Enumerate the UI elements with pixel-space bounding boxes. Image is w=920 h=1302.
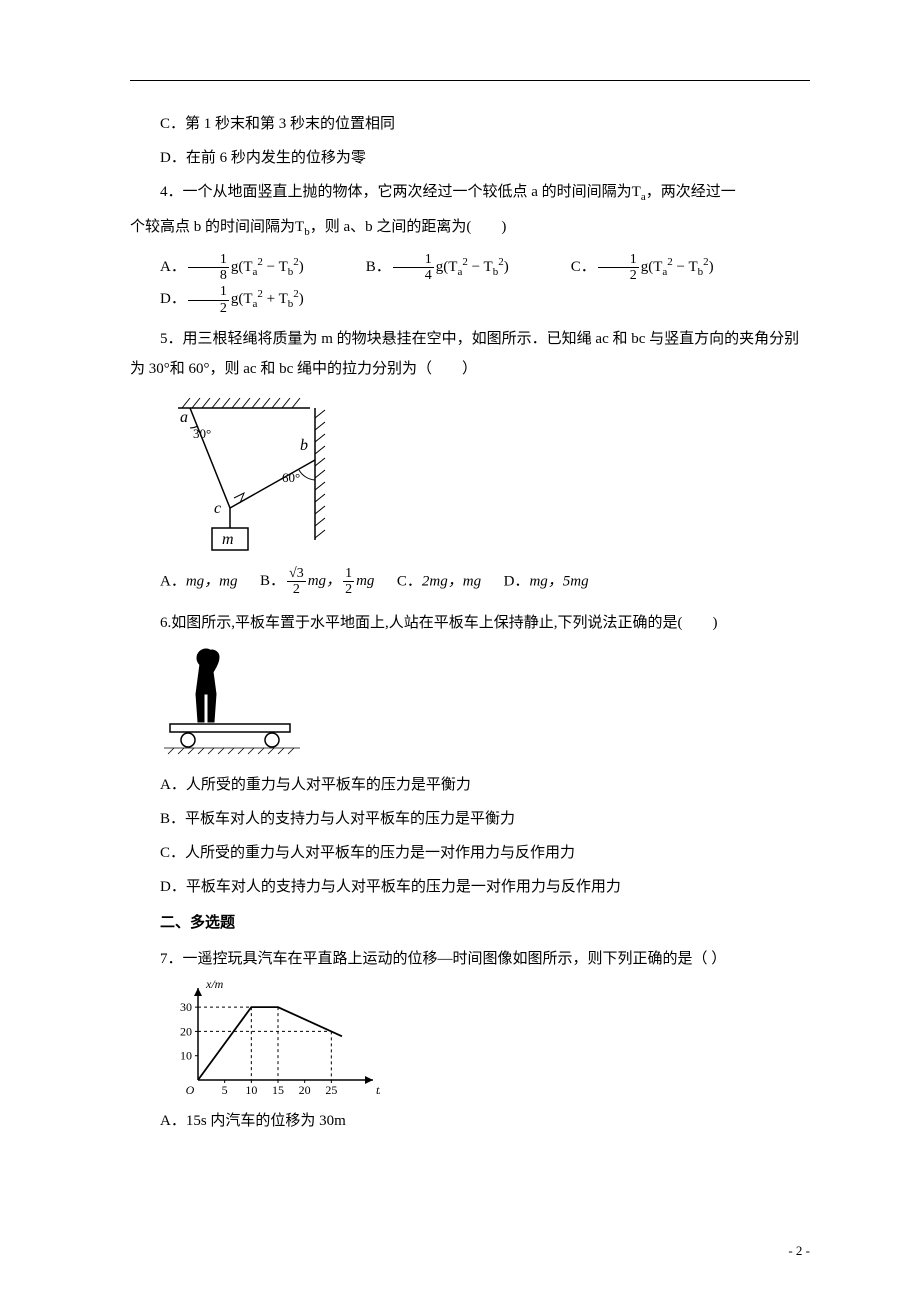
q7-option-a: A．15s 内汽车的位移为 30m bbox=[130, 1106, 810, 1136]
q5-option-d: D．mg，5mg bbox=[504, 573, 589, 589]
header-rule bbox=[130, 80, 810, 81]
q4-stem-line2: 个较高点 b 的时间间隔为Tb，则 a、b 之间的距离为( ) bbox=[130, 212, 810, 243]
q5-label-a: a bbox=[180, 409, 188, 426]
page-number: - 2 - bbox=[788, 1238, 810, 1264]
q5-angle-30: 30° bbox=[193, 426, 211, 441]
q4-options: A．18g(Ta2 − Tb2) B．14g(Ta2 − Tb2) C．12g(… bbox=[130, 251, 810, 316]
q6-diagram bbox=[160, 644, 310, 764]
q3-option-d: D．在前 6 秒内发生的位移为零 bbox=[130, 143, 810, 173]
q4-option-d: D．12g(Ta2 + Tb2) bbox=[130, 283, 304, 315]
q5-option-a: A．mg，mg bbox=[160, 573, 241, 589]
svg-text:25: 25 bbox=[325, 1083, 337, 1097]
q5-diagram: a b c m 30° 60° bbox=[160, 390, 350, 560]
svg-text:10: 10 bbox=[180, 1048, 192, 1062]
q5-stem: 5．用三根轻绳将质量为 m 的物块悬挂在空中，如图所示．已知绳 ac 和 bc … bbox=[130, 324, 810, 384]
q5-figure: a b c m 30° 60° bbox=[160, 390, 810, 560]
q5-label-c: c bbox=[214, 500, 221, 517]
q5-option-c: C．2mg，mg bbox=[397, 573, 485, 589]
page: C．第 1 秒末和第 3 秒末的位置相同 D．在前 6 秒内发生的位移为零 4．… bbox=[0, 0, 920, 1302]
q6-option-b: B．平板车对人的支持力与人对平板车的压力是平衡力 bbox=[130, 804, 810, 834]
svg-text:t/s: t/s bbox=[376, 1083, 380, 1097]
q4-stem-d: ，则 a、b 之间的距离为( ) bbox=[310, 219, 507, 235]
q6-option-a: A．人所受的重力与人对平板车的压力是平衡力 bbox=[130, 770, 810, 800]
svg-text:15: 15 bbox=[272, 1083, 284, 1097]
q5-option-b: B．√32mg，12mg bbox=[260, 573, 378, 589]
svg-text:30: 30 bbox=[180, 1000, 192, 1014]
svg-text:20: 20 bbox=[180, 1024, 192, 1038]
q5-label-m: m bbox=[222, 531, 234, 548]
q6-stem: 6.如图所示,平板车置于水平地面上,人站在平板车上保持静止,下列说法正确的是( … bbox=[130, 608, 810, 638]
q4-option-a: A．18g(Ta2 − Tb2) bbox=[130, 251, 304, 283]
q4-option-b: B．14g(Ta2 − Tb2) bbox=[336, 251, 509, 283]
q6-figure bbox=[160, 644, 810, 764]
svg-text:x/m: x/m bbox=[205, 980, 224, 991]
q7-stem: 7．一遥控玩具汽车在平直路上运动的位移—时间图像如图所示，则下列正确的是（ ） bbox=[130, 944, 810, 974]
q7-chart: 10 20 30 O 5 10 15 20 25 x/m t/s bbox=[160, 980, 380, 1100]
svg-text:O: O bbox=[186, 1083, 195, 1097]
q7-figure: 10 20 30 O 5 10 15 20 25 x/m t/s bbox=[160, 980, 810, 1100]
q4-Tb: Tb bbox=[295, 219, 310, 235]
q6-option-d: D．平板车对人的支持力与人对平板车的压力是一对作用力与反作用力 bbox=[130, 872, 810, 902]
q6-option-c: C．人所受的重力与人对平板车的压力是一对作用力与反作用力 bbox=[130, 838, 810, 868]
q4-stem-c: 个较高点 b 的时间间隔为 bbox=[130, 219, 295, 235]
svg-text:5: 5 bbox=[222, 1083, 228, 1097]
q5-angle-60: 60° bbox=[282, 470, 300, 485]
svg-text:10: 10 bbox=[245, 1083, 257, 1097]
q4-Ta: Ta bbox=[632, 184, 646, 200]
q5-label-b: b bbox=[300, 437, 308, 454]
q5-options: A．mg，mg B．√32mg，12mg C．2mg，mg D．mg，5mg bbox=[160, 566, 810, 598]
q4-stem: 4．一个从地面竖直上抛的物体，它两次经过一个较低点 a 的时间间隔为Ta，两次经… bbox=[130, 177, 810, 208]
q4-option-c: C．12g(Ta2 − Tb2) bbox=[541, 251, 714, 283]
section-2-title: 二、多选题 bbox=[130, 908, 810, 938]
q4-stem-b: ，两次经过一 bbox=[646, 184, 736, 200]
q3-option-c: C．第 1 秒末和第 3 秒末的位置相同 bbox=[130, 109, 810, 139]
q4-stem-a: 4．一个从地面竖直上抛的物体，它两次经过一个较低点 a 的时间间隔为 bbox=[160, 184, 632, 200]
svg-text:20: 20 bbox=[299, 1083, 311, 1097]
